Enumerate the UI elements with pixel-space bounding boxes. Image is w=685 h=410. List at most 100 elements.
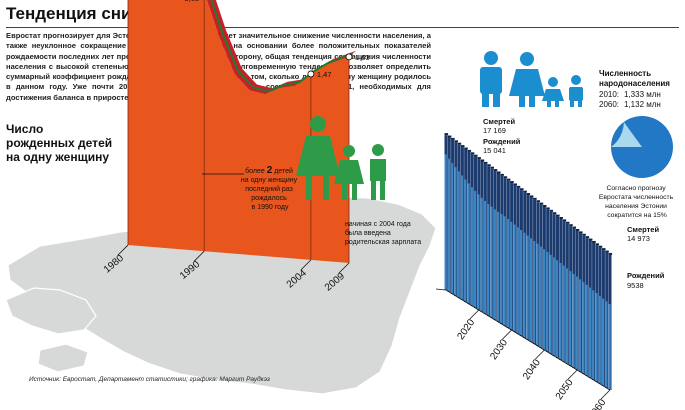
births-bar: [493, 209, 496, 320]
population-2060-year: 2060:: [599, 100, 619, 109]
end-deaths-value: 14 973: [627, 234, 650, 243]
start-births-value: 15 041: [483, 146, 506, 155]
deaths-bar-cap: [480, 159, 485, 162]
projection-tick-2050: [567, 369, 578, 380]
deaths-bar-cap: [444, 133, 449, 136]
births-bar: [533, 240, 536, 344]
map-island-small: [37, 343, 89, 373]
end-births-value: 9538: [627, 281, 644, 290]
births-bar: [447, 158, 450, 292]
deaths-bar-cap: [556, 214, 560, 217]
deaths-bar-cap: [506, 178, 511, 181]
end-births-label: Рождений: [627, 271, 665, 280]
deaths-bar-cap: [585, 236, 590, 239]
births-bar: [562, 265, 565, 362]
births-bar: [588, 287, 592, 378]
projection-connector: [435, 288, 447, 291]
projection-tick-label-2030: 2030: [488, 337, 510, 362]
births-bar: [474, 190, 477, 308]
deaths-bar-cap: [592, 240, 596, 243]
births-bar: [483, 200, 487, 314]
deaths-bar-cap: [608, 252, 613, 255]
projection-baseline: [445, 289, 611, 391]
births-bar: [542, 249, 546, 350]
deaths-bar-cap: [510, 181, 514, 184]
deaths-bar-cap: [513, 183, 517, 186]
pie-note: Согласно прогнозу Евростата численность …: [599, 185, 675, 219]
births-bar: [536, 243, 539, 346]
fertility-front-face: [128, 0, 349, 263]
deaths-bar-cap: [572, 226, 577, 229]
fertility-tick-2004: [300, 259, 312, 271]
fertility-tick-1980: [117, 244, 129, 256]
births-bar: [487, 203, 490, 316]
births-bar: [513, 224, 516, 332]
deaths-bar-cap: [588, 238, 593, 241]
births-bar: [592, 290, 595, 380]
source-credit: Источник: Евростат, Департамент статисти…: [29, 375, 270, 383]
fertility-value-label-1990: 2,05: [185, 0, 200, 3]
births-bar: [559, 262, 562, 360]
deaths-bar-cap: [598, 245, 603, 248]
annotation-1990-l3: последний раз: [245, 185, 293, 193]
deaths-bar-cap: [542, 205, 547, 208]
population-heading: Численность народонаселения: [599, 69, 670, 88]
births-bar: [605, 301, 608, 388]
deaths-bar-cap: [601, 248, 606, 251]
annotation-1990: более 2 детей на одну женщину последний …: [241, 165, 299, 211]
deaths-bar-cap: [552, 212, 557, 215]
deaths-bar-cap: [533, 197, 537, 200]
deaths-bar-cap: [526, 193, 531, 196]
births-bar: [477, 194, 480, 310]
deaths-bar-cap: [562, 219, 567, 222]
deaths-bar-cap: [595, 243, 599, 246]
deaths-bar-cap: [516, 185, 521, 188]
births-bar: [451, 162, 454, 294]
deaths-bar-cap: [605, 250, 609, 253]
births-bar: [526, 235, 529, 340]
births-bar: [460, 175, 464, 300]
annotation-1990-l5: в 1990 году: [252, 204, 289, 211]
annotation-2004-l2: была введена: [345, 229, 391, 237]
start-births-label: Рождений: [483, 137, 521, 146]
projection-tick-label-2040: 2040: [521, 357, 543, 382]
fertility-value-label-2004: 1,47: [317, 70, 332, 79]
deaths-bar-cap: [565, 221, 570, 224]
deaths-bar-cap: [500, 173, 504, 176]
deaths-bar-cap: [483, 161, 488, 164]
deaths-bar-cap: [503, 176, 508, 179]
births-bar: [546, 251, 549, 352]
annotation-2004: начиная с 2004 года была введена родител…: [345, 221, 421, 246]
births-bar: [601, 298, 605, 386]
deaths-bar-cap: [496, 171, 501, 174]
deaths-bar-cap: [490, 166, 495, 169]
births-bar: [523, 232, 526, 338]
deaths-bar-cap: [474, 154, 478, 157]
deaths-bar-cap: [569, 224, 573, 227]
births-bar: [510, 221, 513, 330]
projection-bars: [444, 133, 613, 390]
fertility-value-label-2009: 1,63: [355, 53, 370, 62]
population-2010-year: 2010:: [599, 90, 619, 99]
deaths-bar-cap: [582, 233, 586, 236]
births-bar: [549, 254, 552, 354]
family-icon: [296, 116, 386, 200]
deaths-bar-cap: [539, 202, 544, 205]
births-bar: [529, 238, 532, 342]
births-bar: [500, 213, 503, 324]
deaths-bar-cap: [546, 207, 550, 210]
projection-tick-label-2060: 2060: [587, 397, 609, 410]
deaths-bar-cap: [523, 190, 527, 193]
deaths-bar-cap: [529, 195, 534, 198]
deaths-bar-cap: [460, 145, 465, 148]
births-bar: [464, 179, 467, 302]
fertility-heading-line1: Число: [6, 122, 43, 136]
deaths-bar-cap: [578, 231, 583, 234]
deaths-bar-cap: [519, 188, 524, 191]
projection-tick-label-2020: 2020: [455, 317, 477, 342]
fertility-heading-line2: рожденных детей: [6, 136, 112, 150]
births-bar: [454, 167, 457, 296]
deaths-bar-cap: [487, 164, 491, 167]
projection-tick-2020: [469, 309, 480, 320]
births-bar: [575, 276, 578, 370]
